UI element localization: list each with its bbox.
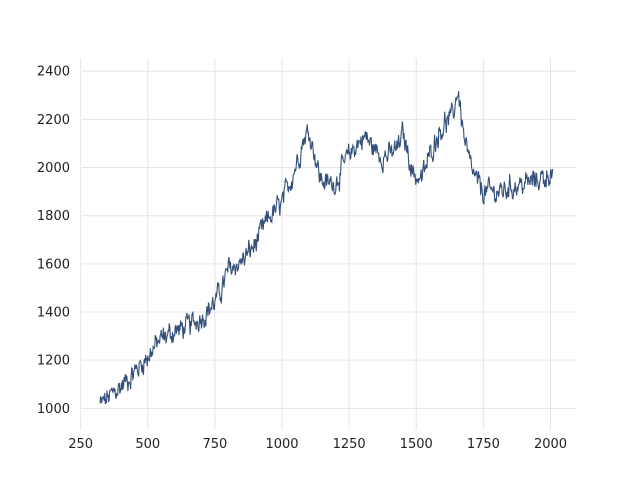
x-tick-label: 1750 (467, 437, 500, 452)
y-tick-label: 1800 (37, 209, 70, 224)
x-tick-label: 1500 (400, 437, 433, 452)
y-tick-label: 2400 (37, 65, 70, 80)
y-tick-label: 2000 (37, 161, 70, 176)
x-tick-label: 2000 (534, 437, 567, 452)
y-tick-label: 1000 (37, 402, 70, 417)
y-tick-label: 1600 (37, 257, 70, 272)
x-tick-label: 250 (68, 437, 93, 452)
series-line (99, 90, 554, 405)
tick-labels: 250 500 750 1000 1250 1500 1750 2000 1000 1200 140… (37, 65, 567, 452)
x-tick-label: 750 (202, 437, 227, 452)
x-tick-label: 500 (135, 437, 160, 452)
x-tick-label: 1250 (333, 437, 366, 452)
y-tick-label: 2200 (37, 113, 70, 128)
x-tick-label: 1000 (265, 437, 298, 452)
y-tick-label: 1200 (37, 354, 70, 369)
y-tick-label: 1400 (37, 306, 70, 321)
grid (80, 58, 576, 430)
